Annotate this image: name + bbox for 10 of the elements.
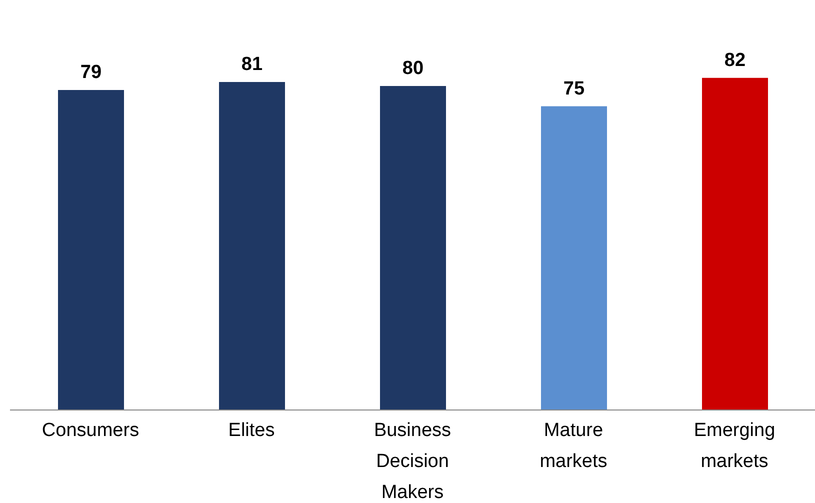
x-tick-label: Business Decision Makers: [374, 420, 452, 503]
x-tick-label: Emerging markets: [694, 420, 776, 472]
data-label: 75: [563, 78, 585, 100]
data-label: 81: [241, 54, 263, 75]
data-label: 82: [724, 50, 746, 71]
x-tick-label: Elites: [228, 420, 275, 441]
x-tick-label: Mature markets: [540, 420, 608, 472]
data-label: 80: [402, 58, 424, 79]
x-tick-label: Consumers: [42, 420, 140, 441]
data-label: 79: [80, 62, 102, 84]
